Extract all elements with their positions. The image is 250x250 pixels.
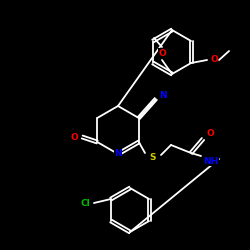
Text: N: N	[159, 90, 166, 100]
Text: N: N	[114, 150, 122, 158]
Text: Cl: Cl	[80, 200, 90, 208]
Text: O: O	[70, 132, 78, 141]
Text: O: O	[206, 128, 214, 138]
Text: NH: NH	[204, 156, 218, 166]
Text: O: O	[210, 56, 218, 64]
Text: S: S	[150, 154, 156, 162]
Text: O: O	[158, 48, 166, 58]
